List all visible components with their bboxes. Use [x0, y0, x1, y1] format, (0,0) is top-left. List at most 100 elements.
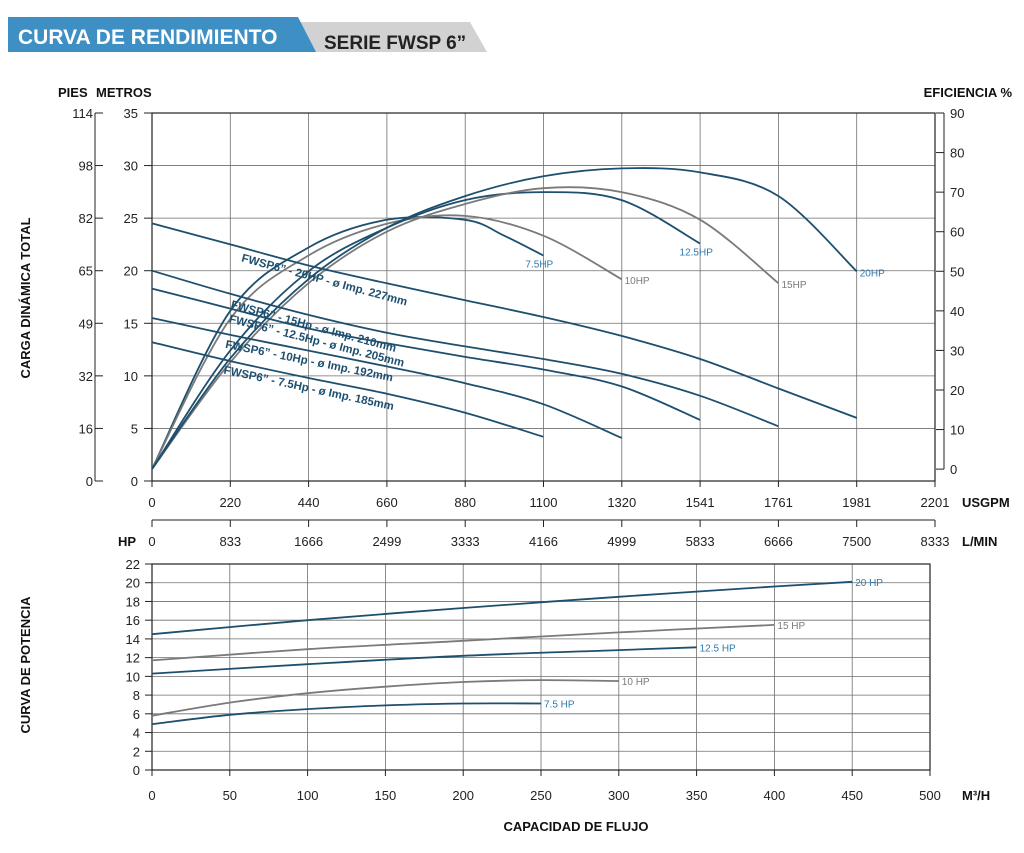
hp-tick-label: 2: [133, 744, 140, 759]
hp-unit-label: HP: [118, 534, 136, 549]
usgpm-tick-label: 1320: [607, 495, 636, 510]
efficiency-tick-label: 0: [950, 462, 957, 477]
efficiency-tick-label: 60: [950, 225, 964, 240]
m3h-unit-label: M³/H: [962, 788, 990, 803]
usgpm-tick-label: 1761: [764, 495, 793, 510]
head-curve-line: [151, 287, 701, 421]
power-plot: 0 50 100 150 200 250 300 350 400 450 500 0 2 4 6 8 10 12 1…: [126, 557, 941, 803]
flow-tick-label: 450: [841, 788, 863, 803]
lmin-tick-label: 0: [148, 534, 155, 549]
hp-tick-label: 0: [133, 763, 140, 778]
title-banner-shape: [8, 17, 316, 52]
flow-tick-label: 350: [686, 788, 708, 803]
lmin-tick-label: 833: [219, 534, 241, 549]
power-curve-label: 10 HP: [622, 677, 650, 688]
efficiency-tick-label: 80: [950, 146, 964, 161]
hp-tick-label: 10: [126, 669, 140, 684]
efficiency-tick-label: 10: [950, 423, 964, 438]
hp-tick-label: 12: [126, 651, 140, 666]
flow-axis-title: CAPACIDAD DE FLUJO: [504, 819, 649, 834]
efficiency-tick-label: 50: [950, 264, 964, 279]
title-banner-text: CURVA DE RENDIMIENTO: [18, 26, 277, 49]
feet-tick-label: 49: [79, 316, 93, 331]
head-curve-line: [151, 269, 779, 428]
lmin-tick-label: 2499: [372, 534, 401, 549]
usgpm-tick-label: 660: [376, 495, 398, 510]
efficiency-tick-label: 90: [950, 106, 964, 121]
power-curve-label: 15 HP: [777, 621, 805, 632]
efficiency-tick-label: 70: [950, 185, 964, 200]
power-curve-line: [151, 580, 853, 636]
meters-unit-label: METROS: [96, 85, 152, 100]
feet-tick-label: 114: [72, 106, 93, 121]
power-axis-title: CURVA DE POTENCIA: [18, 596, 33, 734]
lmin-tick-label: 3333: [451, 534, 480, 549]
head-axis-title: CARGA DINÁMICA TOTAL: [18, 217, 33, 378]
head-curve-line: [151, 317, 622, 439]
efficiency-tick-label: 30: [950, 343, 964, 358]
hp-tick-label: 4: [133, 726, 140, 741]
lmin-tick-label: 7500: [842, 534, 871, 549]
lmin-unit-label: L/MIN: [962, 534, 997, 549]
hp-tick-label: 14: [126, 632, 140, 647]
feet-tick-label: 0: [86, 474, 93, 489]
efficiency-curve-label: 10HP: [625, 276, 650, 287]
flow-tick-label: 500: [919, 788, 941, 803]
flow-tick-label: 0: [148, 788, 155, 803]
power-curve-line: [151, 679, 619, 717]
flow-tick-label: 100: [297, 788, 319, 803]
usgpm-tick-label: 440: [298, 495, 320, 510]
power-curve-label: 7.5 HP: [544, 700, 575, 711]
flow-tick-label: 250: [530, 788, 552, 803]
meters-tick-label: 30: [124, 159, 138, 174]
meters-tick-label: 10: [124, 369, 138, 384]
power-curve-line: [151, 702, 542, 725]
feet-tick-label: 16: [79, 421, 93, 436]
efficiency-curve-line: [151, 216, 544, 470]
meters-tick-label: 15: [124, 316, 138, 331]
lmin-tick-label: 6666: [764, 534, 793, 549]
hp-tick-label: 18: [126, 594, 140, 609]
lmin-tick-label: 5833: [686, 534, 715, 549]
efficiency-curve-line: [151, 214, 623, 470]
hp-tick-label: 6: [133, 707, 140, 722]
hp-tick-label: 20: [126, 576, 140, 591]
efficiency-curve-label: 7.5HP: [525, 259, 553, 270]
power-curve-line: [151, 624, 775, 662]
power-curve-line: [151, 646, 697, 675]
lmin-tick-label: 4999: [607, 534, 636, 549]
feet-tick-label: 82: [79, 211, 93, 226]
header: CURVA DE RENDIMIENTO SERIE FWSP 6”: [8, 17, 487, 54]
series-banner-text: SERIE FWSP 6”: [324, 33, 466, 54]
feet-tick-label: 98: [79, 159, 93, 174]
meters-tick-label: 25: [124, 211, 138, 226]
meters-tick-label: 5: [131, 421, 138, 436]
power-curve-label: 20 HP: [855, 578, 883, 589]
usgpm-tick-label: 1981: [842, 495, 871, 510]
meters-tick-label: 35: [124, 106, 138, 121]
efficiency-curve-line: [151, 191, 701, 470]
head-curve-line: [151, 222, 858, 419]
usgpm-tick-label: 1541: [686, 495, 715, 510]
power-curve-label: 12.5 HP: [700, 643, 736, 654]
hp-tick-label: 16: [126, 613, 140, 628]
series-banner-shape: [290, 22, 487, 52]
meters-tick-label: 20: [124, 264, 138, 279]
usgpm-tick-label: 1100: [530, 495, 558, 510]
usgpm-unit-label: USGPM: [962, 495, 1010, 510]
efficiency-unit-label: EFICIENCIA %: [924, 85, 1013, 100]
efficiency-tick-label: 40: [950, 304, 964, 319]
efficiency-curve-label: 15HP: [781, 280, 806, 291]
performance-plot: 0051610321549206525823098351140102030405…: [72, 106, 964, 549]
efficiency-curve-label: 12.5HP: [680, 248, 714, 259]
usgpm-tick-label: 880: [454, 495, 476, 510]
power-plot-frame: [151, 563, 931, 771]
feet-unit-label: PIES: [58, 85, 88, 100]
efficiency-curve-label: 20HP: [860, 268, 885, 279]
head-curve-line: [151, 341, 544, 438]
usgpm-tick-label: 0: [148, 495, 155, 510]
hp-tick-label: 8: [133, 688, 140, 703]
flow-tick-label: 400: [764, 788, 786, 803]
feet-tick-label: 32: [79, 369, 93, 384]
